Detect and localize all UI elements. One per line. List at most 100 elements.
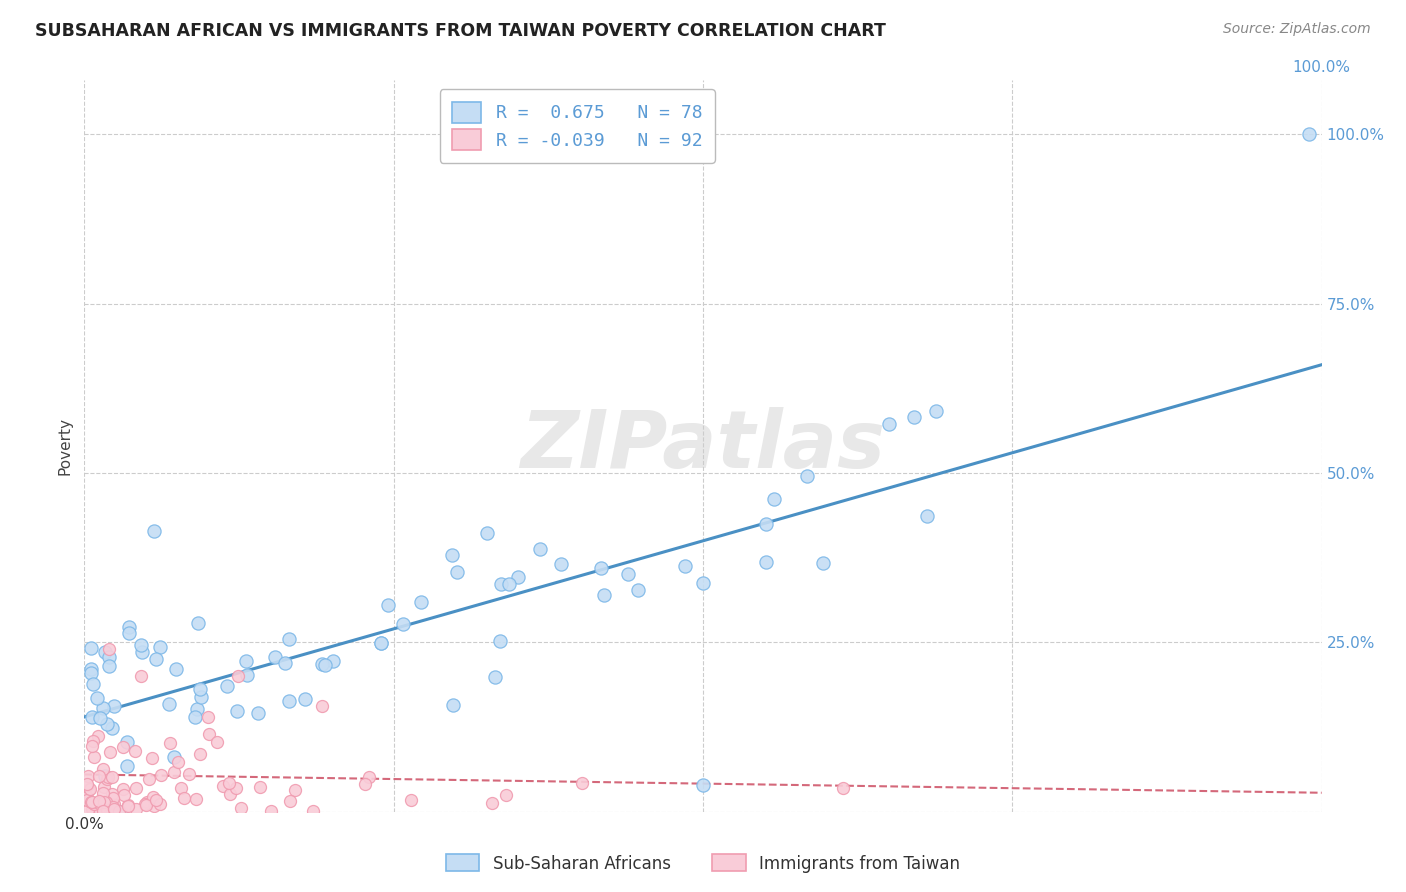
Point bbox=[692, 575, 714, 590]
Point bbox=[796, 468, 818, 483]
Point bbox=[129, 638, 152, 652]
Point bbox=[101, 721, 124, 735]
Point bbox=[76, 792, 98, 806]
Point bbox=[89, 711, 111, 725]
Point bbox=[831, 780, 853, 795]
Point bbox=[278, 794, 301, 808]
Point bbox=[90, 796, 112, 810]
Legend: R =  0.675   N = 78, R = -0.039   N = 92: R = 0.675 N = 78, R = -0.039 N = 92 bbox=[440, 89, 716, 162]
Point bbox=[150, 767, 173, 781]
Point bbox=[370, 636, 392, 650]
Point bbox=[96, 803, 118, 817]
Point bbox=[79, 666, 101, 681]
Point bbox=[149, 797, 172, 811]
Point bbox=[477, 526, 499, 541]
Point bbox=[529, 541, 551, 556]
Point bbox=[91, 701, 114, 715]
Point bbox=[277, 694, 299, 708]
Point bbox=[591, 561, 613, 575]
Point bbox=[83, 750, 105, 764]
Point bbox=[101, 800, 124, 814]
Point bbox=[263, 650, 285, 665]
Point bbox=[163, 749, 186, 764]
Point bbox=[692, 778, 714, 792]
Point bbox=[446, 566, 468, 580]
Point bbox=[145, 651, 167, 665]
Point bbox=[149, 640, 172, 654]
Point bbox=[166, 756, 188, 770]
Point bbox=[80, 739, 103, 753]
Point bbox=[173, 791, 195, 805]
Point bbox=[441, 698, 464, 712]
Point bbox=[142, 798, 165, 813]
Point bbox=[314, 657, 336, 672]
Point bbox=[187, 616, 209, 631]
Point bbox=[377, 599, 399, 613]
Point bbox=[91, 786, 114, 800]
Point bbox=[89, 804, 111, 818]
Point bbox=[115, 758, 138, 772]
Point bbox=[97, 770, 120, 784]
Point bbox=[441, 548, 464, 562]
Point bbox=[231, 800, 253, 814]
Point bbox=[79, 662, 101, 676]
Point bbox=[103, 797, 125, 811]
Point bbox=[495, 789, 517, 803]
Point bbox=[411, 594, 433, 608]
Point bbox=[76, 779, 98, 793]
Text: ZIPatlas: ZIPatlas bbox=[520, 407, 886, 485]
Point bbox=[124, 744, 146, 758]
Point bbox=[593, 588, 616, 602]
Point bbox=[76, 803, 98, 817]
Point bbox=[184, 792, 207, 806]
Point bbox=[115, 735, 138, 749]
Point bbox=[103, 802, 125, 816]
Point bbox=[205, 735, 228, 749]
Point bbox=[138, 772, 160, 786]
Point bbox=[197, 709, 219, 723]
Point bbox=[260, 804, 283, 818]
Point bbox=[77, 781, 100, 796]
Point bbox=[165, 662, 187, 676]
Point bbox=[186, 702, 208, 716]
Point bbox=[877, 417, 900, 431]
Point bbox=[811, 556, 834, 570]
Point bbox=[80, 802, 103, 816]
Point bbox=[235, 654, 257, 668]
Point bbox=[190, 690, 212, 704]
Point bbox=[87, 769, 110, 783]
Point bbox=[89, 797, 111, 811]
Point bbox=[184, 710, 207, 724]
Point bbox=[188, 681, 211, 696]
Point bbox=[96, 717, 118, 731]
Point bbox=[131, 645, 153, 659]
Point bbox=[134, 797, 156, 811]
Legend: Sub-Saharan Africans, Immigrants from Taiwan: Sub-Saharan Africans, Immigrants from Ta… bbox=[439, 847, 967, 880]
Point bbox=[118, 625, 141, 640]
Point bbox=[142, 789, 165, 804]
Point bbox=[100, 770, 122, 784]
Point bbox=[357, 770, 380, 784]
Point bbox=[236, 668, 259, 682]
Point bbox=[353, 777, 375, 791]
Point bbox=[93, 780, 115, 794]
Point bbox=[94, 645, 117, 659]
Point bbox=[100, 805, 122, 819]
Point bbox=[86, 691, 108, 706]
Point bbox=[550, 557, 572, 571]
Point bbox=[82, 734, 104, 748]
Point bbox=[103, 791, 125, 805]
Point bbox=[145, 793, 167, 807]
Point bbox=[481, 797, 503, 811]
Point bbox=[925, 404, 948, 418]
Point bbox=[673, 558, 696, 573]
Point bbox=[117, 799, 139, 814]
Point bbox=[83, 797, 105, 812]
Point bbox=[135, 798, 157, 813]
Point bbox=[754, 516, 776, 531]
Point bbox=[212, 779, 235, 793]
Point bbox=[249, 780, 271, 794]
Point bbox=[91, 762, 114, 776]
Point bbox=[94, 795, 117, 809]
Point bbox=[93, 795, 115, 809]
